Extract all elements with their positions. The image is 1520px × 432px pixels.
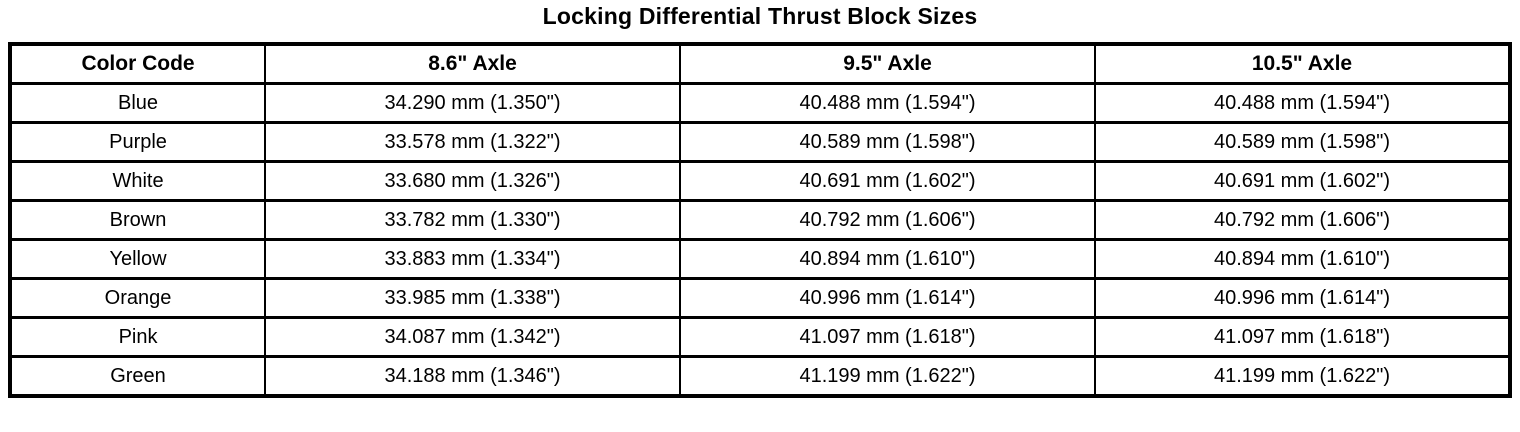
color-code-cell: White (8, 160, 267, 202)
size-value-cell: 40.589 mm (1.598") (679, 121, 1096, 163)
size-value-cell: 40.792 mm (1.606") (1093, 199, 1512, 241)
table-row: Blue 34.290 mm (1.350") 40.488 mm (1.594")… (8, 82, 1512, 124)
table-row: White 33.680 mm (1.326") 40.691 mm (1.602"… (8, 160, 1512, 202)
size-value-cell: 41.199 mm (1.622") (1093, 355, 1512, 398)
size-value-cell: 40.996 mm (1.614") (679, 277, 1096, 319)
table-row: Pink 34.087 mm (1.342") 41.097 mm (1.618")… (8, 316, 1512, 358)
table-row: Yellow 33.883 mm (1.334") 40.894 mm (1.610… (8, 238, 1512, 280)
table-row: Purple 33.578 mm (1.322") 40.589 mm (1.598… (8, 121, 1512, 163)
size-value-cell: 40.589 mm (1.598") (1093, 121, 1512, 163)
header-row: Color Code 8.6" Axle 9.5" Axle 10.5" Axle (8, 42, 1512, 85)
table-row: Green 34.188 mm (1.346") 41.199 mm (1.622"… (8, 355, 1512, 398)
color-code-cell: Yellow (8, 238, 267, 280)
size-value-cell: 41.097 mm (1.618") (1093, 316, 1512, 358)
size-value-cell: 40.691 mm (1.602") (1093, 160, 1512, 202)
size-value-cell: 34.290 mm (1.350") (264, 82, 682, 124)
size-value-cell: 40.894 mm (1.610") (1093, 238, 1512, 280)
size-value-cell: 41.097 mm (1.618") (679, 316, 1096, 358)
thrust-block-sizes-table: Color Code 8.6" Axle 9.5" Axle 10.5" Axle B… (8, 42, 1512, 398)
size-value-cell: 40.691 mm (1.602") (679, 160, 1096, 202)
size-value-cell: 40.488 mm (1.594") (1093, 82, 1512, 124)
color-code-cell: Orange (8, 277, 267, 319)
size-value-cell: 34.087 mm (1.342") (264, 316, 682, 358)
page-title: Locking Differential Thrust Block Sizes (542, 3, 978, 29)
table-row: Brown 33.782 mm (1.330") 40.792 mm (1.606"… (8, 199, 1512, 241)
column-header: 8.6" Axle (264, 42, 682, 85)
size-value-cell: 33.985 mm (1.338") (264, 277, 682, 319)
color-code-cell: Pink (8, 316, 267, 358)
size-value-cell: 40.996 mm (1.614") (1093, 277, 1512, 319)
column-header: 9.5" Axle (679, 42, 1096, 85)
size-value-cell: 33.883 mm (1.334") (264, 238, 682, 280)
column-header: 10.5" Axle (1093, 42, 1512, 85)
size-value-cell: 33.680 mm (1.326") (264, 160, 682, 202)
color-code-cell: Brown (8, 199, 267, 241)
size-value-cell: 33.782 mm (1.330") (264, 199, 682, 241)
color-code-cell: Purple (8, 121, 267, 163)
size-value-cell: 40.792 mm (1.606") (679, 199, 1096, 241)
color-code-cell: Green (8, 355, 267, 398)
size-value-cell: 40.894 mm (1.610") (679, 238, 1096, 280)
size-value-cell: 34.188 mm (1.346") (264, 355, 682, 398)
table-row: Orange 33.985 mm (1.338") 40.996 mm (1.614… (8, 277, 1512, 319)
size-value-cell: 41.199 mm (1.622") (679, 355, 1096, 398)
size-value-cell: 40.488 mm (1.594") (679, 82, 1096, 124)
color-code-cell: Blue (8, 82, 267, 124)
table-body: Blue 34.290 mm (1.350") 40.488 mm (1.594")… (8, 82, 1512, 398)
column-header: Color Code (8, 42, 267, 85)
size-value-cell: 33.578 mm (1.322") (264, 121, 682, 163)
